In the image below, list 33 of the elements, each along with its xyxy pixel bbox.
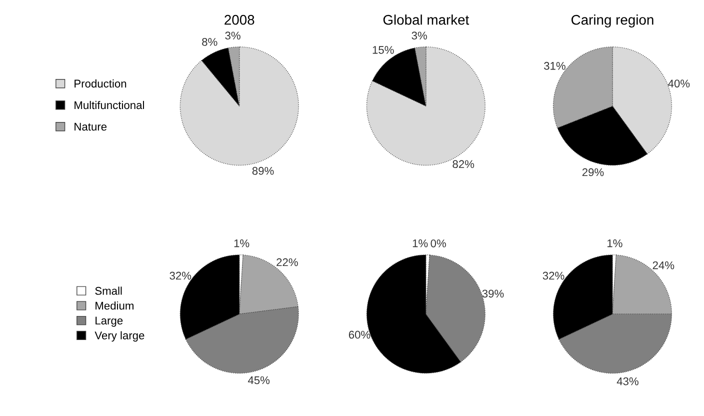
pie-slice bbox=[180, 46, 299, 166]
data-label: 15% bbox=[372, 46, 394, 54]
data-label: 39% bbox=[482, 290, 504, 298]
legend-label: Very large bbox=[94, 331, 144, 342]
pie-slice bbox=[366, 46, 486, 166]
data-label: 32% bbox=[542, 272, 564, 280]
data-label: 89% bbox=[252, 166, 274, 175]
legend-label: Small bbox=[95, 286, 122, 295]
legend-label: Medium bbox=[96, 302, 134, 310]
chart-title: Caring region bbox=[572, 14, 654, 28]
data-label: 43% bbox=[616, 377, 638, 386]
text: 0% bbox=[430, 239, 446, 248]
data-label: 45% bbox=[248, 376, 270, 384]
data-label: 29% bbox=[582, 168, 604, 176]
data-label: 8% bbox=[202, 38, 218, 46]
legend-label: Nature bbox=[74, 122, 107, 131]
data-label: 1% bbox=[607, 239, 622, 248]
legend-label: Production bbox=[74, 79, 126, 88]
data-label: 82% bbox=[452, 160, 474, 168]
chart-title: Global market bbox=[383, 14, 470, 25]
data-label: 3% bbox=[225, 32, 240, 40]
data-label: 60% bbox=[348, 330, 370, 339]
data-label: 31% bbox=[544, 62, 566, 70]
data-label: 1% bbox=[234, 239, 250, 248]
legend-label: Multifunctional bbox=[74, 100, 144, 110]
data-label: 1% bbox=[412, 239, 428, 248]
data-label: 22% bbox=[276, 258, 298, 266]
legend-label: Large bbox=[96, 316, 123, 327]
chart-title: 2008 bbox=[224, 14, 254, 25]
data-label: 24% bbox=[652, 261, 674, 270]
data-label: 32% bbox=[170, 272, 192, 280]
data-label: 40% bbox=[668, 80, 690, 88]
data-label: 3% bbox=[412, 32, 427, 40]
